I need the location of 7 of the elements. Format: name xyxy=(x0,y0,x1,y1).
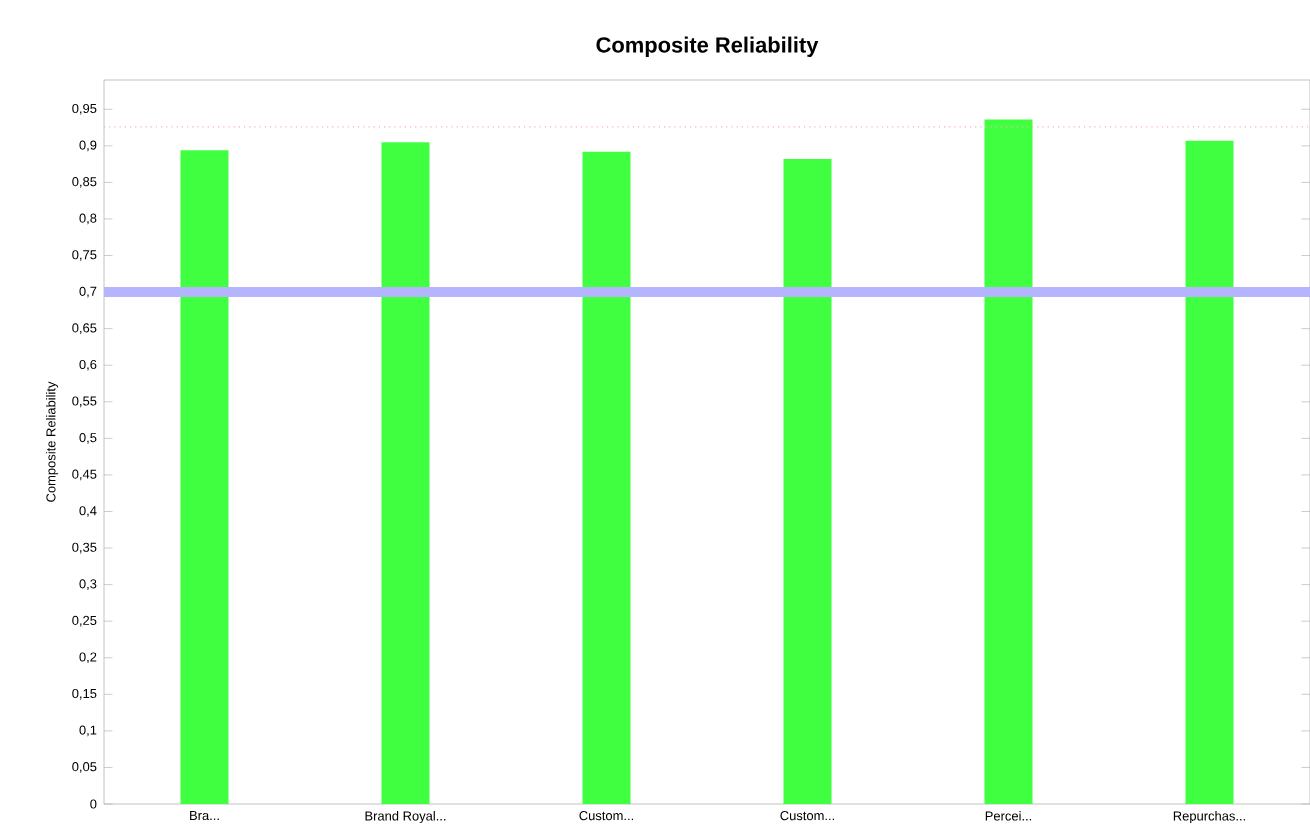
bar xyxy=(783,158,832,804)
bar xyxy=(381,142,430,804)
bar xyxy=(1185,140,1234,804)
chart-title: Composite Reliability xyxy=(596,36,819,57)
bar xyxy=(582,151,631,804)
bar xyxy=(180,150,229,804)
bar xyxy=(984,119,1033,804)
